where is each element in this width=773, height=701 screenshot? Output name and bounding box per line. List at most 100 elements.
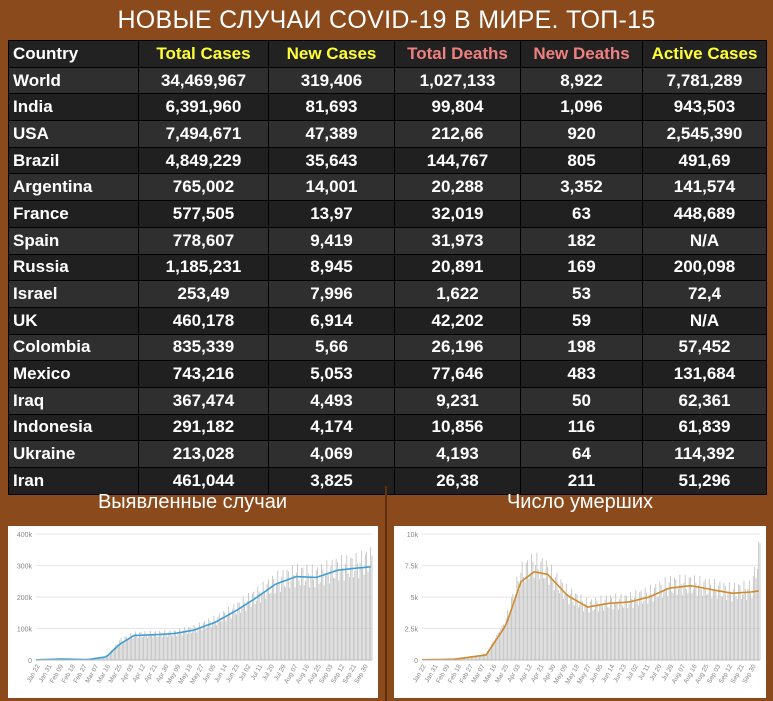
bar: [620, 593, 622, 660]
bar: [671, 591, 673, 660]
bar: [485, 653, 487, 660]
bar: [734, 582, 736, 660]
bar: [370, 547, 372, 660]
bar: [479, 654, 480, 660]
bar: [624, 595, 626, 660]
bar: [159, 630, 160, 660]
bar: [286, 569, 288, 660]
bar: [363, 574, 365, 660]
value-cell: 57,452: [642, 333, 767, 362]
bar: [621, 605, 623, 660]
bar: [314, 587, 316, 660]
bar: [317, 566, 318, 660]
bar: [471, 656, 472, 660]
bar: [660, 585, 662, 660]
panel-divider: [385, 486, 387, 701]
bar: [569, 594, 571, 660]
bar: [559, 593, 561, 660]
bar: [277, 570, 279, 660]
bar: [341, 555, 342, 660]
bar: [287, 571, 289, 660]
country-cell: UK: [8, 306, 139, 335]
bar: [349, 577, 350, 660]
bar: [353, 577, 354, 660]
bar: [177, 633, 179, 660]
bar: [155, 631, 156, 660]
bar: [672, 593, 674, 660]
bar: [99, 657, 101, 660]
bar: [475, 655, 476, 660]
bar: [724, 585, 726, 660]
bar: [149, 630, 151, 660]
bar: [208, 618, 210, 660]
bar: [632, 607, 634, 660]
bar: [499, 631, 500, 660]
bar: [659, 581, 661, 660]
bar: [720, 596, 722, 660]
bar: [611, 597, 613, 660]
bar: [270, 592, 272, 660]
bar: [246, 601, 248, 660]
bar: [555, 577, 556, 660]
value-cell: 1,622: [394, 280, 521, 308]
bar: [132, 638, 134, 660]
value-cell: 1,027,133: [394, 66, 521, 95]
bar: [338, 580, 340, 660]
country-cell: Indonesia: [8, 413, 139, 442]
bar: [135, 631, 137, 660]
bar: [698, 585, 699, 660]
value-cell: 9,231: [394, 386, 521, 415]
bar: [597, 611, 599, 660]
bar: [102, 656, 103, 660]
bar: [507, 609, 508, 660]
bar: [571, 588, 573, 660]
bar: [492, 641, 494, 660]
bar: [281, 576, 283, 660]
bar: [531, 554, 532, 660]
bar: [290, 580, 292, 660]
value-cell: 169: [520, 253, 643, 282]
bar: [640, 590, 642, 660]
bar: [627, 608, 629, 660]
bar: [613, 603, 615, 660]
bar: [185, 632, 187, 660]
bar: [719, 581, 721, 660]
bar: [291, 564, 293, 660]
bar: [484, 654, 486, 660]
country-cell: India: [8, 93, 139, 122]
bar: [240, 612, 241, 660]
bar: [139, 632, 140, 660]
y-tick-label: 400k: [17, 532, 33, 539]
bar: [727, 593, 729, 660]
bar: [723, 582, 725, 660]
value-cell: 1,185,231: [138, 253, 269, 282]
value-cell: 8,922: [520, 66, 643, 95]
value-cell: 5,66: [268, 333, 395, 362]
bar: [322, 569, 324, 660]
bar: [548, 584, 550, 660]
trend-line: [36, 566, 371, 661]
bar: [165, 633, 167, 660]
bar: [692, 589, 694, 660]
bar: [686, 589, 687, 660]
value-cell: 483: [520, 360, 643, 388]
y-tick-label: 5k: [411, 595, 419, 602]
bar: [347, 573, 349, 660]
table-header-row: Country Total Cases New Cases Total Deaths N…: [8, 40, 767, 68]
value-cell: 13,97: [268, 200, 395, 228]
bar: [587, 608, 589, 660]
bar: [536, 552, 538, 660]
bar: [294, 587, 296, 660]
bar: [747, 588, 749, 660]
bar: [716, 598, 718, 660]
bar: [152, 637, 154, 660]
bar: [151, 635, 152, 660]
bar: [593, 609, 595, 660]
bar: [751, 598, 753, 660]
bar: [655, 583, 657, 660]
y-tick-label: 0: [414, 658, 418, 665]
bar: [551, 564, 552, 660]
bar: [584, 603, 586, 660]
table-row: Ukraine 213,028 4,069 4,193 64 114,392: [8, 440, 767, 468]
country-cell: Russia: [8, 253, 139, 282]
